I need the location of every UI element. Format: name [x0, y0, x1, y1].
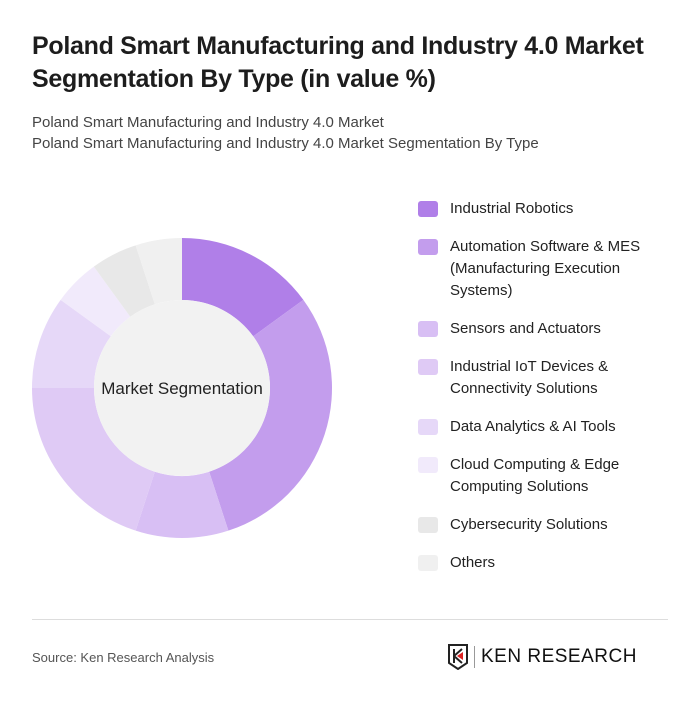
- donut-slice-8: [135, 238, 182, 305]
- donut-slice-1: [182, 238, 304, 337]
- legend-item: Data Analytics & AI Tools: [418, 416, 688, 438]
- donut-slice-7: [93, 245, 155, 317]
- legend-label: Sensors and Actuators: [450, 320, 601, 337]
- legend-item: Cybersecurity Solutions: [418, 514, 688, 536]
- legend-swatch: [418, 457, 438, 473]
- donut-slice-4: [32, 388, 155, 531]
- legend-item: Cloud Computing & Edge Computing Solutio…: [418, 454, 688, 498]
- legend-item: Industrial IoT Devices & Connectivity So…: [418, 356, 688, 400]
- legend-swatch: [418, 555, 438, 571]
- donut-slice-2: [209, 299, 332, 531]
- legend-label: Cloud Computing & Edge Computing Solutio…: [450, 456, 620, 495]
- legend-swatch: [418, 239, 438, 255]
- ken-logo-icon: [448, 644, 468, 670]
- donut-slice-6: [60, 266, 131, 337]
- logo-text: KEN RESEARCH: [474, 646, 637, 668]
- legend-label: Cybersecurity Solutions: [450, 516, 608, 533]
- subtitle-segmentation: Poland Smart Manufacturing and Industry …: [32, 135, 539, 152]
- ken-research-logo: KEN RESEARCH: [448, 644, 637, 670]
- source-note: Source: Ken Research Analysis: [32, 650, 215, 665]
- legend-item: Sensors and Actuators: [418, 318, 688, 340]
- donut-center: [94, 300, 270, 476]
- legend-item: Others: [418, 552, 688, 574]
- legend-label: Data Analytics & AI Tools: [450, 418, 616, 435]
- chart-title: Poland Smart Manufacturing and Industry …: [32, 32, 644, 93]
- subtitle-market: Poland Smart Manufacturing and Industry …: [32, 114, 384, 131]
- legend-label: Others: [450, 554, 496, 571]
- legend-swatch: [418, 201, 438, 217]
- donut-slice-5: [32, 299, 111, 388]
- legend-item: Automation Software & MES (Manufacturing…: [418, 236, 688, 302]
- legend-label: Industrial IoT Devices & Connectivity So…: [450, 358, 609, 397]
- donut-slice-3: [135, 471, 229, 538]
- legend-swatch: [418, 517, 438, 533]
- center-label: Market Segmentation: [101, 379, 263, 398]
- donut-chart: Market Segmentation: [32, 238, 332, 538]
- legend-swatch: [418, 321, 438, 337]
- legend-label: Industrial Robotics: [450, 200, 574, 217]
- divider: [32, 619, 668, 620]
- legend-label: Automation Software & MES (Manufacturing…: [450, 238, 641, 299]
- legend-swatch: [418, 419, 438, 435]
- legend: Industrial Robotics Automation Software &…: [418, 198, 688, 590]
- legend-swatch: [418, 359, 438, 375]
- legend-item: Industrial Robotics: [418, 198, 688, 220]
